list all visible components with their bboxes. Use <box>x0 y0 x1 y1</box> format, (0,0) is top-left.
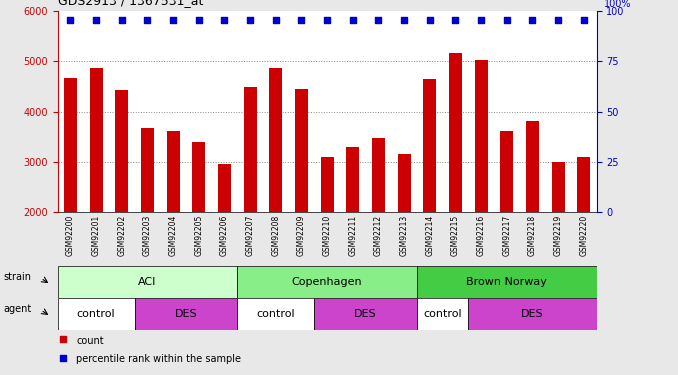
Bar <box>315 298 417 330</box>
Point <box>142 17 153 23</box>
Text: GSM92205: GSM92205 <box>195 214 203 256</box>
Text: GSM92213: GSM92213 <box>399 214 409 256</box>
Bar <box>89 68 102 312</box>
Point <box>219 17 230 23</box>
Point <box>193 17 204 23</box>
Bar <box>526 121 539 312</box>
Bar <box>64 78 77 312</box>
Point <box>373 17 384 23</box>
Point <box>424 17 435 23</box>
Text: GSM92210: GSM92210 <box>323 214 332 256</box>
Bar <box>295 89 308 312</box>
Bar <box>243 87 256 312</box>
Text: GSM92200: GSM92200 <box>66 214 75 256</box>
Text: count: count <box>77 336 104 345</box>
Bar <box>578 157 591 312</box>
Bar <box>167 130 180 312</box>
Text: GSM92203: GSM92203 <box>143 214 152 256</box>
Text: ACI: ACI <box>138 277 157 287</box>
Text: GSM92206: GSM92206 <box>220 214 229 256</box>
Point <box>501 17 512 23</box>
Point <box>371 261 382 267</box>
Bar <box>423 80 436 312</box>
Bar <box>475 60 487 312</box>
Bar <box>193 142 205 312</box>
Bar <box>552 162 565 312</box>
Text: GSM92215: GSM92215 <box>451 214 460 256</box>
Point <box>296 17 307 23</box>
Text: strain: strain <box>3 272 31 282</box>
Point <box>271 17 281 23</box>
Bar <box>398 154 411 312</box>
Text: percentile rank within the sample: percentile rank within the sample <box>77 354 241 364</box>
Text: GSM92214: GSM92214 <box>425 214 435 256</box>
Text: GSM92220: GSM92220 <box>579 214 589 256</box>
Text: GSM92202: GSM92202 <box>117 214 126 256</box>
Text: DES: DES <box>355 309 377 319</box>
Point <box>450 17 461 23</box>
Bar <box>237 298 315 330</box>
Text: DES: DES <box>521 309 544 319</box>
Text: control: control <box>423 309 462 319</box>
Text: GDS2913 / 1367531_at: GDS2913 / 1367531_at <box>58 0 203 7</box>
Point <box>245 17 256 23</box>
Point <box>65 17 76 23</box>
Bar <box>417 266 597 298</box>
Bar <box>115 90 128 312</box>
Bar <box>218 164 231 312</box>
Text: GSM92219: GSM92219 <box>554 214 563 256</box>
Text: GSM92204: GSM92204 <box>169 214 178 256</box>
Point <box>321 17 332 23</box>
Text: GSM92207: GSM92207 <box>245 214 255 256</box>
Text: GSM92201: GSM92201 <box>92 214 100 256</box>
Text: control: control <box>256 309 295 319</box>
Point <box>347 17 358 23</box>
Point <box>527 17 538 23</box>
Text: control: control <box>77 309 115 319</box>
Text: GSM92212: GSM92212 <box>374 214 383 256</box>
Text: Copenhagen: Copenhagen <box>292 277 363 287</box>
Bar <box>468 298 597 330</box>
Point <box>91 17 102 23</box>
Text: DES: DES <box>175 309 197 319</box>
Text: GSM92216: GSM92216 <box>477 214 485 256</box>
Bar <box>500 130 513 312</box>
Text: GSM92218: GSM92218 <box>528 214 537 256</box>
Point <box>167 17 178 23</box>
Point <box>399 17 410 23</box>
Y-axis label: 100%: 100% <box>605 0 632 9</box>
Point <box>371 90 382 96</box>
Bar <box>58 266 237 298</box>
Bar <box>321 157 334 312</box>
Bar <box>58 298 135 330</box>
Text: agent: agent <box>3 304 32 314</box>
Bar <box>141 128 154 312</box>
Text: GSM92217: GSM92217 <box>502 214 511 256</box>
Bar <box>417 298 468 330</box>
Text: GSM92209: GSM92209 <box>297 214 306 256</box>
Bar <box>346 147 359 312</box>
Bar <box>449 53 462 312</box>
Point <box>553 17 563 23</box>
Point <box>476 17 487 23</box>
Text: Brown Norway: Brown Norway <box>466 277 547 287</box>
Bar <box>269 68 282 312</box>
Point <box>578 17 589 23</box>
Bar <box>372 138 385 312</box>
Bar <box>135 298 237 330</box>
Point <box>117 17 127 23</box>
Text: GSM92208: GSM92208 <box>271 214 280 256</box>
Text: GSM92211: GSM92211 <box>348 214 357 256</box>
Bar <box>237 266 417 298</box>
